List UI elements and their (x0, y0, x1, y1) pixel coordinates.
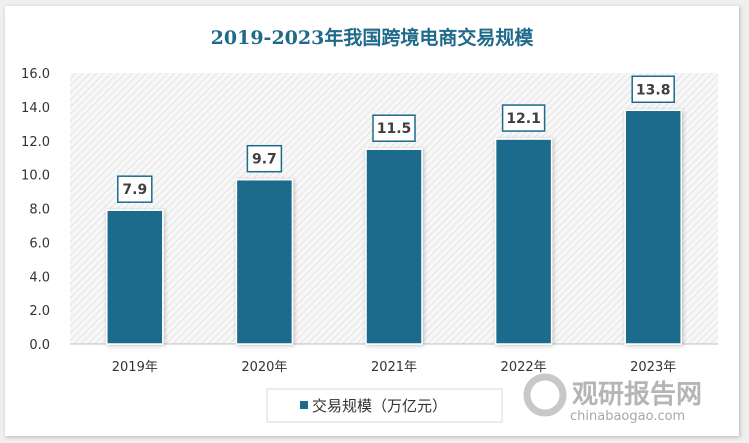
watermark-url: chinabaogao.com (570, 409, 685, 424)
y-tick-label: 16.0 (21, 67, 50, 82)
legend-label: 交易规模（万亿元） (312, 397, 447, 415)
data-label-box (631, 75, 675, 104)
bar (106, 209, 164, 345)
y-tick-label: 6.0 (29, 236, 50, 251)
legend-swatch (300, 401, 308, 409)
y-tick-label: 2.0 (29, 304, 50, 319)
data-label-box (246, 144, 283, 173)
bar (494, 138, 553, 345)
y-tick-label: 0.0 (29, 338, 50, 353)
x-tick-label: 2023年 (630, 360, 676, 375)
y-tick-label: 12.0 (21, 135, 50, 150)
data-label: 9.7 (252, 152, 277, 168)
data-label: 11.5 (377, 121, 412, 137)
y-tick-label: 14.0 (21, 101, 50, 116)
y-tick-label: 10.0 (21, 169, 50, 184)
x-tick-label: 2019年 (112, 360, 158, 375)
watermark: 观研报告网 chinabaogao.com (523, 373, 702, 424)
legend: 交易规模（万亿元） (266, 388, 503, 423)
data-label-box (117, 175, 153, 203)
bar (235, 178, 294, 345)
bar (365, 148, 423, 345)
x-tick-label: 2022年 (501, 360, 547, 375)
data-label: 7.9 (122, 182, 147, 198)
data-label-box (501, 104, 546, 132)
watermark-logo-icon (523, 373, 567, 417)
y-tick-label: 8.0 (29, 203, 50, 218)
x-tick-label: 2021年 (371, 360, 417, 375)
data-label: 13.8 (636, 82, 671, 98)
watermark-brand: 观研报告网 (572, 379, 702, 410)
bar (624, 109, 682, 345)
data-label: 12.1 (506, 111, 541, 127)
chart-title: 2019-2023年我国跨境电商交易规模 (211, 26, 535, 49)
data-label-box (372, 114, 416, 142)
y-tick-label: 4.0 (29, 270, 50, 285)
x-tick-label: 2020年 (241, 360, 287, 375)
